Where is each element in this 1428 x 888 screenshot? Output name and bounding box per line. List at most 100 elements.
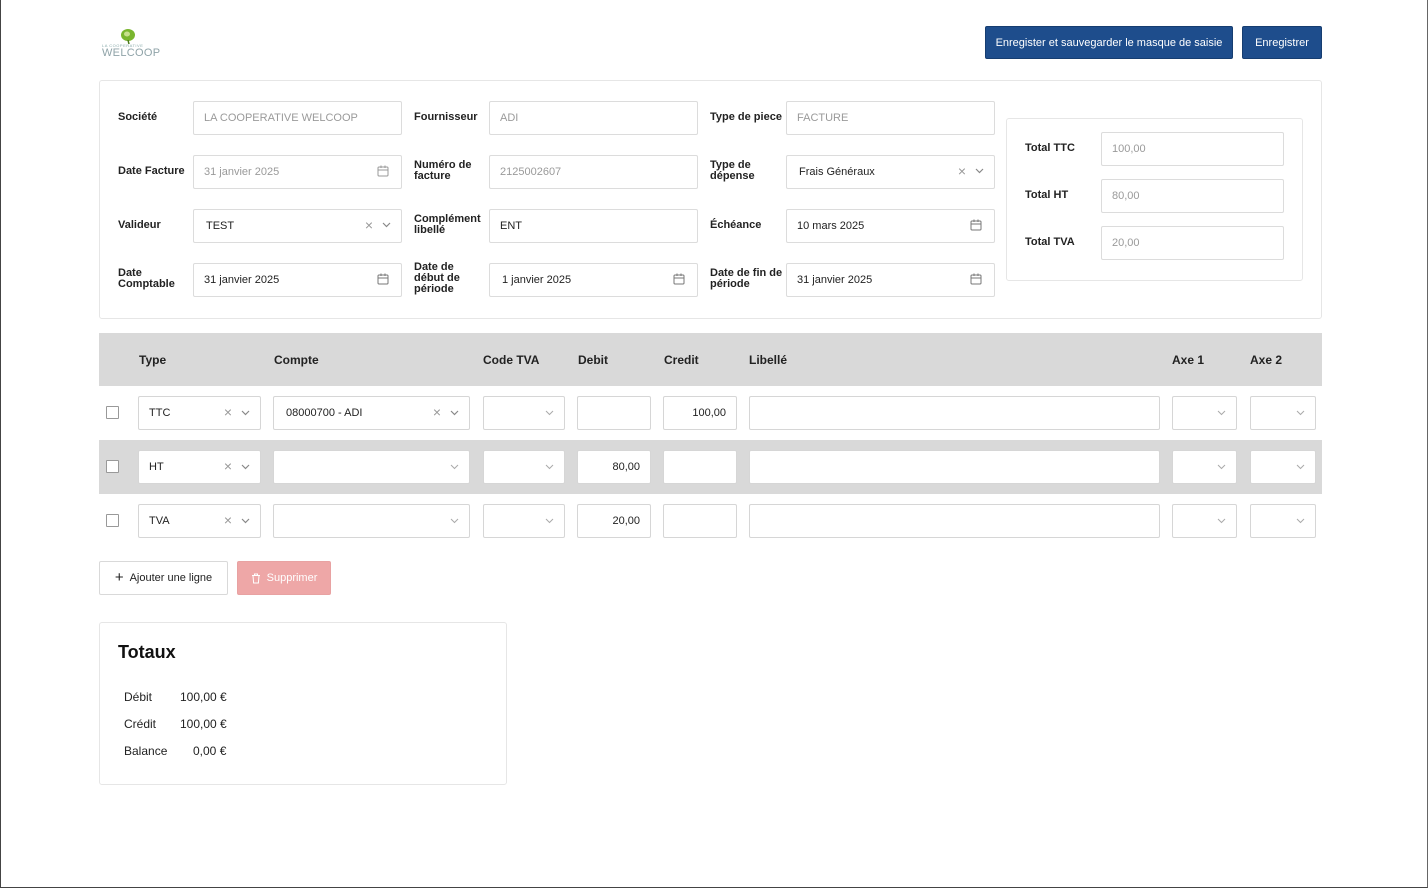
compte-select[interactable]: 08000700 - ADI × <box>273 396 470 430</box>
calendar-icon <box>970 219 982 231</box>
complement-label: Complément libellé <box>414 213 481 236</box>
date-facture-field[interactable]: 31 janvier 2025 <box>193 155 402 189</box>
table-row: TVA × 20,00 <box>99 494 1322 548</box>
calendar-icon <box>377 165 389 177</box>
clear-icon[interactable]: × <box>957 163 966 179</box>
chevron-down-icon[interactable] <box>1296 464 1305 470</box>
fournisseur-field[interactable]: ADI <box>489 101 698 135</box>
chevron-down-icon[interactable] <box>450 464 459 470</box>
credit-input[interactable] <box>663 450 737 484</box>
type-piece-field[interactable]: FACTURE <box>786 101 995 135</box>
chevron-down-icon[interactable] <box>1217 410 1226 416</box>
axe2-select[interactable] <box>1250 396 1316 430</box>
col-libelle: Libellé <box>749 353 788 367</box>
chevron-down-icon[interactable] <box>975 168 984 174</box>
type-select[interactable]: TVA × <box>138 504 261 538</box>
type-depense-value: Frais Généraux <box>799 166 875 178</box>
chevron-down-icon[interactable] <box>1217 464 1226 470</box>
valideur-select[interactable]: TEST × <box>193 209 402 243</box>
save-template-button[interactable]: Enregister et sauvegarder le masque de s… <box>985 26 1233 59</box>
calendar-icon <box>970 273 982 285</box>
chevron-down-icon[interactable] <box>545 518 554 524</box>
totaux-card <box>99 622 507 785</box>
clear-icon[interactable]: × <box>223 458 232 474</box>
axe2-select[interactable] <box>1250 504 1316 538</box>
total-tva-field[interactable]: 20,00 <box>1101 226 1284 260</box>
debit-input[interactable] <box>577 396 651 430</box>
chevron-down-icon[interactable] <box>241 518 250 524</box>
echeance-field[interactable]: 10 mars 2025 <box>786 209 995 243</box>
compte-select[interactable] <box>273 504 470 538</box>
total-ttc-field[interactable]: 100,00 <box>1101 132 1284 166</box>
chevron-down-icon[interactable] <box>241 464 250 470</box>
code-tva-select[interactable] <box>483 504 565 538</box>
col-compte: Compte <box>274 353 319 367</box>
calendar-icon <box>673 273 685 285</box>
chevron-down-icon[interactable] <box>545 464 554 470</box>
date-comptable-value: 31 janvier 2025 <box>204 274 280 286</box>
debit-input[interactable]: 20,00 <box>577 504 651 538</box>
row-checkbox[interactable] <box>106 460 119 473</box>
clear-icon[interactable]: × <box>223 512 232 528</box>
type-depense-label: Type de dépense <box>710 159 755 182</box>
axe1-select[interactable] <box>1172 504 1237 538</box>
balance-label: Balance <box>124 744 168 758</box>
chevron-down-icon[interactable] <box>1217 518 1226 524</box>
logo-leaf-icon <box>121 29 135 44</box>
date-debut-field[interactable]: 1 janvier 2025 <box>489 263 698 297</box>
col-debit: Debit <box>578 353 608 367</box>
axe1-select[interactable] <box>1172 396 1237 430</box>
numero-facture-field[interactable]: 2125002607 <box>489 155 698 189</box>
save-button[interactable]: Enregistrer <box>1242 26 1322 59</box>
debit-total-label: Débit <box>124 690 153 704</box>
balance-value: 0,00 € <box>193 744 227 758</box>
axe2-select[interactable] <box>1250 450 1316 484</box>
numero-facture-label: Numéro de facture <box>414 159 472 182</box>
table-row: TTC × 08000700 - ADI × 100,00 <box>99 386 1322 440</box>
date-fin-label: Date de fin de période <box>710 267 783 290</box>
libelle-input[interactable] <box>749 504 1160 538</box>
chevron-down-icon[interactable] <box>450 410 459 416</box>
type-piece-label: Type de piece <box>710 111 782 123</box>
credit-total-label: Crédit <box>124 717 157 731</box>
societe-label: Société <box>118 111 158 123</box>
credit-input[interactable]: 100,00 <box>663 396 737 430</box>
chevron-down-icon[interactable] <box>545 410 554 416</box>
date-facture-value: 31 janvier 2025 <box>204 166 280 178</box>
clear-icon[interactable]: × <box>223 404 232 420</box>
chevron-down-icon[interactable] <box>1296 518 1305 524</box>
chevron-down-icon[interactable] <box>450 518 459 524</box>
date-comptable-field[interactable]: 31 janvier 2025 <box>193 263 402 297</box>
col-axe2: Axe 2 <box>1250 353 1283 367</box>
chevron-down-icon[interactable] <box>241 410 250 416</box>
col-type: Type <box>139 353 167 367</box>
type-select[interactable]: HT × <box>138 450 261 484</box>
axe1-select[interactable] <box>1172 450 1237 484</box>
type-select[interactable]: TTC × <box>138 396 261 430</box>
type-depense-select[interactable]: Frais Généraux × <box>786 155 995 189</box>
credit-input[interactable] <box>663 504 737 538</box>
clear-icon[interactable]: × <box>432 404 441 420</box>
chevron-down-icon[interactable] <box>1296 410 1305 416</box>
row-checkbox[interactable] <box>106 406 119 419</box>
row-checkbox[interactable] <box>106 514 119 527</box>
libelle-input[interactable] <box>749 450 1160 484</box>
code-tva-select[interactable] <box>483 450 565 484</box>
add-line-button[interactable]: + Ajouter une ligne <box>99 561 228 595</box>
echeance-value: 10 mars 2025 <box>797 220 865 232</box>
delete-button[interactable]: Supprimer <box>237 561 331 595</box>
debit-input[interactable]: 80,00 <box>577 450 651 484</box>
libelle-input[interactable] <box>749 396 1160 430</box>
complement-field[interactable]: ENT <box>489 209 698 243</box>
plus-icon: + <box>114 569 124 586</box>
societe-field[interactable]: LA COOPERATIVE WELCOOP <box>193 101 402 135</box>
chevron-down-icon[interactable] <box>382 222 391 228</box>
type-value: TTC <box>149 407 171 419</box>
compte-select[interactable] <box>273 450 470 484</box>
code-tva-select[interactable] <box>483 396 565 430</box>
date-fin-field[interactable]: 31 janvier 2025 <box>786 263 995 297</box>
valideur-label: Valideur <box>118 219 161 231</box>
clear-icon[interactable]: × <box>364 217 373 233</box>
type-value: TVA <box>149 515 170 527</box>
total-ht-field[interactable]: 80,00 <box>1101 179 1284 213</box>
